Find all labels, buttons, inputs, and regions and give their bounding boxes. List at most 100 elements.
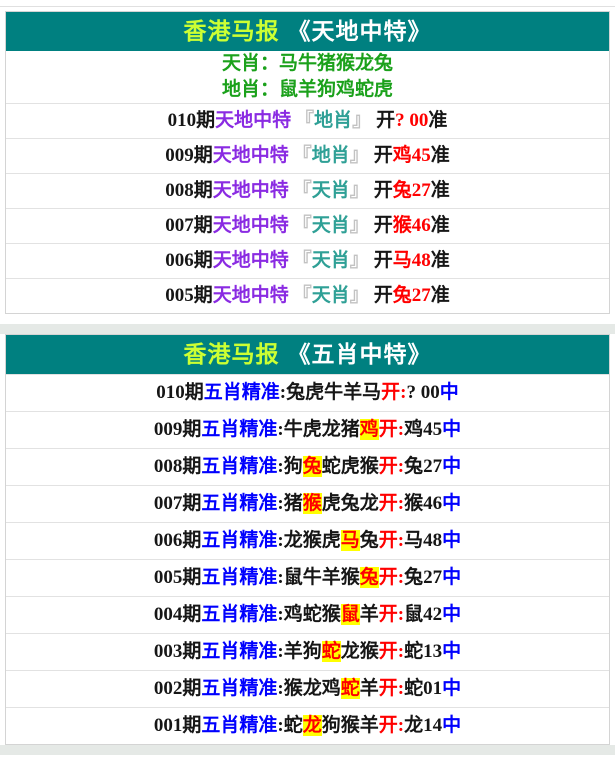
game-label: 五肖精准 <box>201 456 278 477</box>
win-label: 中 <box>442 419 462 440</box>
period-label: 004期 <box>153 604 202 625</box>
colon: : <box>277 456 284 477</box>
colon: : <box>277 567 284 588</box>
open-label: 开: <box>378 567 405 588</box>
section-gap <box>0 314 615 324</box>
category-label: 天肖 <box>311 215 350 236</box>
game-label: 五肖精准 <box>201 493 278 514</box>
book-title: 《天地中特》 <box>287 19 432 44</box>
win-label: 中 <box>442 641 462 662</box>
game-label: 五肖精准 <box>201 567 278 588</box>
hit-zodiac: 猴 <box>302 493 322 514</box>
open-label: 开: <box>378 715 405 736</box>
result-row: 008期五肖精准:狗兔蛇虎猴开:兔27中 <box>6 448 609 485</box>
result-row: 010期天地中特 『地肖』 开? 00准 <box>6 103 609 138</box>
game-label: 五肖精准 <box>201 678 278 699</box>
result-row: 005期五肖精准:鼠牛羊猴兔开:兔27中 <box>6 559 609 596</box>
game-label: 五肖精准 <box>203 382 280 403</box>
section-divider-band <box>0 324 615 334</box>
result-value: 兔27 <box>392 180 431 201</box>
dixiao-legend-line: 地肖：鼠羊狗鸡蛇虎 <box>221 79 393 100</box>
colon: : <box>277 715 284 736</box>
zodiac-list: 蛇虎猴 <box>321 456 379 477</box>
colon: : <box>277 419 284 440</box>
period-label: 006期 <box>165 250 213 271</box>
period-label: 010期 <box>167 110 216 131</box>
zodiac-list: 鼠牛羊猴 <box>283 567 360 588</box>
colon: : <box>277 641 284 662</box>
tianxiao-legend-line: 天肖：马牛猪猴龙兔 <box>221 53 393 74</box>
game-label: 五肖精准 <box>201 530 278 551</box>
game-label: 五肖精准 <box>201 419 278 440</box>
game-label: 五肖精准 <box>201 715 278 736</box>
colon: : <box>277 493 284 514</box>
period-label: 007期 <box>153 493 202 514</box>
period-label: 007期 <box>165 215 213 236</box>
top-spacer <box>0 7 615 11</box>
zodiac-list: 羊狗 <box>283 641 322 662</box>
previous-section-divider <box>0 0 615 7</box>
brand-title: 香港马报 <box>183 19 280 44</box>
result-value: 蛇13 <box>404 641 443 662</box>
period-label: 002期 <box>153 678 202 699</box>
result-value: ? 00 <box>395 110 429 131</box>
win-label: 中 <box>442 530 462 551</box>
result-row: 006期五肖精准:龙猴虎马兔开:马48中 <box>6 522 609 559</box>
bracket-open: 『 <box>292 145 312 166</box>
result-value: 猴46 <box>404 493 443 514</box>
result-row: 003期五肖精准:羊狗蛇龙猴开:蛇13中 <box>6 633 609 670</box>
zodiac-list: 虎兔龙 <box>321 493 379 514</box>
colon: : <box>277 604 284 625</box>
accurate-label: 准 <box>430 285 450 306</box>
zodiac-legend: 天肖：马牛猪猴龙兔 地肖：鼠羊狗鸡蛇虎 <box>6 51 609 103</box>
period-label: 009期 <box>153 419 202 440</box>
zodiac-list: 羊 <box>359 678 379 699</box>
bracket-open: 『 <box>292 180 312 201</box>
result-value: 蛇01 <box>404 678 443 699</box>
category-label: 天肖 <box>311 250 350 271</box>
result-value: 兔27 <box>404 567 443 588</box>
hit-zodiac: 兔 <box>302 456 322 477</box>
zodiac-list: 狗 <box>283 456 303 477</box>
result-row: 007期天地中特 『天肖』 开猴46准 <box>6 208 609 243</box>
open-label: 开: <box>378 419 405 440</box>
result-value: 猴46 <box>392 215 431 236</box>
win-label: 中 <box>442 678 462 699</box>
game-label: 五肖精准 <box>201 604 278 625</box>
open-label: 开 <box>373 215 393 236</box>
open-label: 开 <box>376 110 396 131</box>
period-label: 009期 <box>165 145 213 166</box>
accurate-label: 准 <box>430 215 450 236</box>
win-label: 中 <box>439 382 459 403</box>
open-label: 开: <box>381 382 407 403</box>
result-value: 马48 <box>392 250 431 271</box>
bottom-band <box>0 745 615 755</box>
hit-zodiac: 马 <box>340 530 360 551</box>
result-value: 鸡45 <box>404 419 443 440</box>
win-label: 中 <box>442 604 462 625</box>
result-row: 007期五肖精准:猪猴虎兔龙开:猴46中 <box>6 485 609 522</box>
panel-tiandi-header: 香港马报 《天地中特》 <box>6 12 609 51</box>
period-label: 005期 <box>153 567 202 588</box>
win-label: 中 <box>442 715 462 736</box>
game-label: 五肖精准 <box>201 641 278 662</box>
period-label: 001期 <box>153 715 202 736</box>
result-row: 005期天地中特 『天肖』 开兔27准 <box>6 278 609 313</box>
zodiac-list: 猪 <box>283 493 303 514</box>
result-row: 009期天地中特 『地肖』 开鸡45准 <box>6 138 609 173</box>
result-value: 马48 <box>404 530 443 551</box>
hit-zodiac: 蛇 <box>340 678 360 699</box>
win-label: 中 <box>442 567 462 588</box>
zodiac-list: 狗猴羊 <box>321 715 379 736</box>
zodiac-list: 蛇 <box>283 715 303 736</box>
panel-wuxiao-header: 香港马报 《五肖中特》 <box>6 335 609 374</box>
zodiac-list: 牛虎龙猪 <box>283 419 360 440</box>
zodiac-list: 羊 <box>359 604 379 625</box>
bracket-close: 』 <box>349 285 369 306</box>
result-row: 010期五肖精准:兔虎牛羊马开:? 00中 <box>6 374 609 411</box>
game-label: 天地中特 <box>212 180 289 201</box>
result-value: 鸡45 <box>392 145 431 166</box>
open-label: 开: <box>378 493 405 514</box>
result-value: 龙14 <box>404 715 443 736</box>
period-label: 005期 <box>165 285 213 306</box>
